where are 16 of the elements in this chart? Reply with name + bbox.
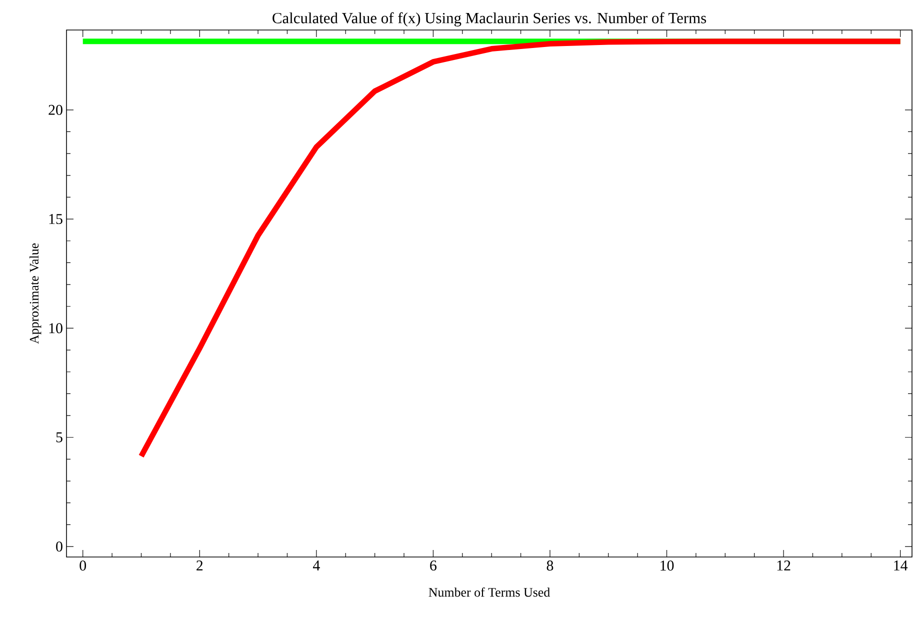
y-tick-label: 5 [56, 432, 62, 442]
y-tick-label: 15 [49, 214, 62, 224]
x-tick-label: 4 [312, 560, 320, 570]
y-tick-label: 0 [56, 541, 62, 552]
x-tick-label: 10 [660, 560, 674, 571]
x-tick-label: 8 [546, 560, 554, 571]
y-tick-label: 20 [48, 104, 62, 115]
x-tick-label: 0 [80, 560, 86, 571]
x-tick-label: 14 [894, 560, 908, 570]
x-axis-title: Number of Terms Used [428, 587, 550, 597]
y-axis-title: Approximate Value [29, 243, 42, 344]
x-tick-label: 6 [430, 560, 436, 571]
x-tick-label: 2 [196, 560, 203, 570]
x-tick-label: 12 [777, 560, 790, 570]
chart-title: Calculated Value of f(x) Using Maclaurin Series vs. Number of Terms [272, 12, 706, 26]
y-tick-label: 10 [49, 323, 62, 334]
